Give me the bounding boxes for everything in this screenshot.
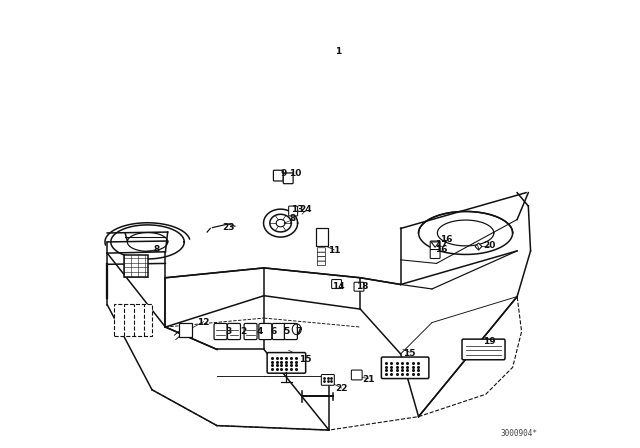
Text: 16: 16 — [435, 246, 447, 254]
FancyBboxPatch shape — [227, 323, 241, 340]
FancyBboxPatch shape — [273, 170, 284, 181]
Text: 16: 16 — [440, 235, 452, 244]
Polygon shape — [431, 242, 439, 247]
Text: 12: 12 — [197, 318, 210, 327]
FancyBboxPatch shape — [289, 206, 298, 216]
FancyBboxPatch shape — [244, 323, 257, 340]
FancyBboxPatch shape — [316, 228, 328, 246]
Text: 14: 14 — [332, 282, 344, 291]
FancyBboxPatch shape — [214, 323, 227, 340]
Text: 3: 3 — [225, 327, 231, 336]
FancyBboxPatch shape — [272, 323, 285, 340]
Text: 17: 17 — [435, 240, 447, 249]
Text: 9: 9 — [280, 169, 287, 178]
FancyBboxPatch shape — [317, 248, 325, 252]
FancyBboxPatch shape — [179, 323, 192, 337]
FancyBboxPatch shape — [267, 353, 306, 373]
Text: 2: 2 — [241, 327, 247, 336]
FancyBboxPatch shape — [317, 257, 325, 261]
FancyBboxPatch shape — [124, 255, 148, 277]
FancyBboxPatch shape — [284, 173, 293, 184]
Text: 15: 15 — [403, 349, 416, 358]
FancyBboxPatch shape — [381, 357, 429, 379]
Text: 19: 19 — [483, 337, 495, 346]
FancyBboxPatch shape — [259, 323, 272, 340]
Text: 18: 18 — [356, 282, 369, 291]
FancyBboxPatch shape — [114, 304, 152, 336]
Text: 20: 20 — [483, 241, 495, 250]
Polygon shape — [107, 253, 217, 426]
Text: 10: 10 — [289, 169, 301, 178]
FancyBboxPatch shape — [430, 250, 440, 258]
FancyBboxPatch shape — [462, 339, 505, 360]
Text: 7: 7 — [295, 327, 301, 336]
Text: 22: 22 — [335, 384, 348, 393]
Text: 5: 5 — [284, 327, 289, 336]
Text: 3000904*: 3000904* — [500, 429, 538, 438]
Text: 24: 24 — [300, 205, 312, 214]
FancyBboxPatch shape — [321, 375, 334, 385]
Text: 15: 15 — [300, 355, 312, 364]
FancyBboxPatch shape — [354, 282, 364, 291]
FancyBboxPatch shape — [284, 323, 298, 340]
Text: 11: 11 — [328, 246, 340, 255]
Text: 8: 8 — [290, 214, 296, 223]
Text: 1: 1 — [335, 47, 341, 56]
Text: 8: 8 — [154, 246, 159, 254]
Text: 21: 21 — [362, 375, 374, 384]
Text: 23: 23 — [222, 223, 234, 232]
FancyBboxPatch shape — [332, 280, 342, 289]
Text: 6: 6 — [270, 327, 276, 336]
FancyBboxPatch shape — [351, 370, 362, 380]
FancyBboxPatch shape — [317, 252, 325, 257]
FancyBboxPatch shape — [430, 241, 440, 250]
Text: 13: 13 — [291, 205, 304, 214]
Text: 4: 4 — [257, 327, 262, 336]
FancyBboxPatch shape — [317, 261, 325, 266]
